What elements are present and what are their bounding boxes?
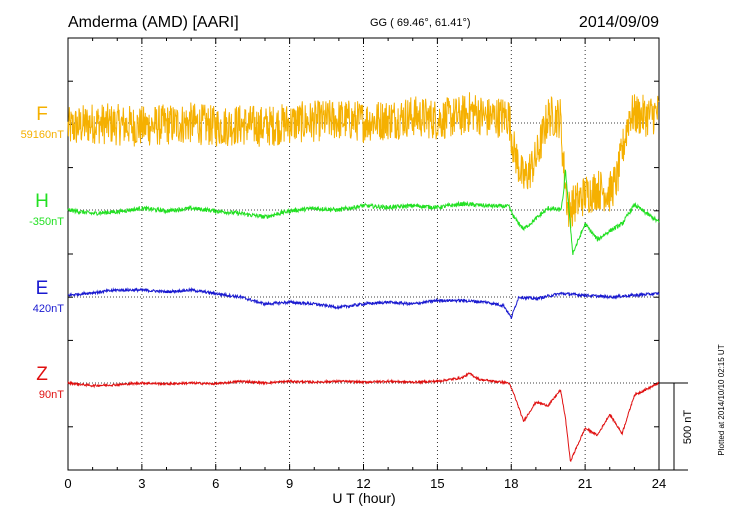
coordinates-label: GG ( 69.46°, 61.41°)	[370, 17, 471, 29]
series-name-h: H	[35, 191, 49, 212]
series-baseline-e: 420nT	[33, 303, 64, 315]
series-name-e: E	[36, 278, 49, 299]
series-name-f: F	[36, 104, 48, 125]
x-axis-ticks: 0 3 6 9 12 15 18 21 24	[64, 37, 666, 491]
x-tick-label: 24	[652, 476, 666, 491]
series-line-f	[67, 92, 660, 229]
x-tick-label: 15	[430, 476, 444, 491]
series-line-e	[67, 286, 660, 320]
x-axis-label: U T (hour)	[332, 490, 395, 506]
series-baseline-f: 59160nT	[21, 129, 65, 141]
scale-bar: 500 nT	[659, 382, 694, 471]
x-tick-label: 21	[578, 476, 592, 491]
grid-lines	[68, 38, 659, 470]
plotted-at-note: Plotted at 2014/10/10 02:15 UT	[717, 344, 726, 455]
x-tick-label: 18	[504, 476, 518, 491]
x-tick-label: 0	[64, 476, 71, 491]
series-name-z: Z	[36, 364, 48, 385]
series-line-z	[67, 372, 660, 463]
scale-bar-label: 500 nT	[682, 410, 694, 445]
series-labels: F 59160nT H -350nT E 420nT Z 90nT	[21, 104, 65, 401]
x-tick-label: 9	[286, 476, 293, 491]
station-title: Amderma (AMD) [AARI]	[68, 14, 239, 31]
series-baseline-z: 90nT	[39, 389, 64, 401]
series-baseline-h: -350nT	[29, 216, 64, 228]
series-group	[67, 92, 660, 463]
x-tick-label: 3	[138, 476, 145, 491]
x-tick-label: 12	[356, 476, 370, 491]
date-label: 2014/09/09	[579, 14, 659, 31]
series-line-h	[67, 169, 660, 255]
x-tick-label: 6	[212, 476, 219, 491]
